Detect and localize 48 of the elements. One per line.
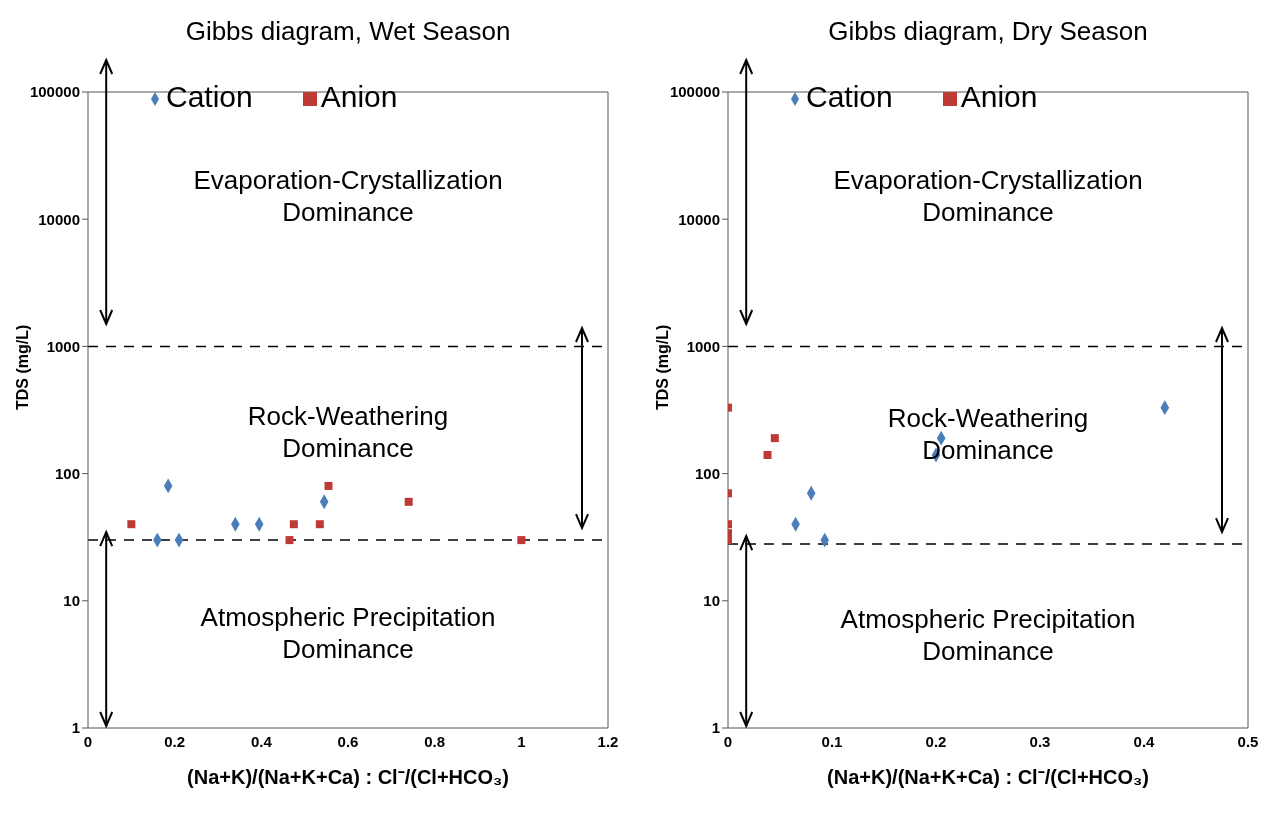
point <box>404 497 413 506</box>
y-tick-label: 100 <box>694 464 720 482</box>
legend-label: Cation <box>806 80 893 113</box>
point <box>517 536 526 545</box>
x-axis-title: (Na+K)/(Na+K+Ca) : Cl⁻/(Cl+HCO₃) <box>187 766 509 788</box>
legend-label: Anion <box>320 80 398 113</box>
x-tick-label: 1.2 <box>597 732 619 750</box>
x-tick-label: 0.4 <box>1133 732 1156 750</box>
y-tick-label: 10000 <box>38 210 80 228</box>
legend-label: Cation <box>166 80 253 113</box>
point <box>127 520 136 529</box>
x-tick-label: 0.2 <box>925 732 947 750</box>
y-tick-label: 100 <box>54 464 80 482</box>
point <box>315 520 324 529</box>
x-tick-label: 0.8 <box>424 732 446 750</box>
x-tick-label: 0.5 <box>1237 732 1259 750</box>
x-tick-label: 0.3 <box>1029 732 1051 750</box>
annotation: Atmospheric Precipitation Dominance <box>199 601 497 666</box>
chart-title: Gibbs diagram, Wet Season <box>184 16 512 47</box>
x-tick-label: 0 <box>83 732 93 750</box>
annotation: Atmospheric Precipitation Dominance <box>839 603 1137 668</box>
y-axis-title: TDS (mg/L) <box>13 324 31 410</box>
x-tick-label: 0.1 <box>821 732 843 750</box>
y-tick-label: 100000 <box>669 83 720 101</box>
annotation: Rock-Weathering Dominance <box>246 400 450 465</box>
y-tick-label: 100000 <box>29 83 80 101</box>
y-tick-label: 1000 <box>686 337 720 355</box>
x-tick-label: 0.2 <box>164 732 186 750</box>
y-tick-label: 1 <box>711 719 720 737</box>
chart-title: Gibbs diagram, Dry Season <box>827 16 1149 47</box>
y-axis-title: TDS (mg/L) <box>653 324 671 410</box>
y-tick-label: 1000 <box>46 337 80 355</box>
point <box>289 520 298 529</box>
y-tick-label: 10 <box>63 592 80 610</box>
y-tick-label: 1 <box>71 719 80 737</box>
x-tick-label: 1 <box>517 732 526 750</box>
annotation: Evaporation-Crystallization Dominance <box>832 164 1144 228</box>
y-tick-label: 10 <box>703 592 720 610</box>
x-axis-title: (Na+K)/(Na+K+Ca) : Cl⁻/(Cl+HCO₃) <box>827 766 1149 788</box>
annotation: Evaporation-Crystallization Dominance <box>192 164 504 228</box>
y-tick-label: 10000 <box>678 210 720 228</box>
legend-label: Anion <box>960 80 1038 113</box>
point <box>285 536 294 545</box>
x-tick-label: 0.6 <box>337 732 359 750</box>
annotation: Rock-Weathering Dominance <box>886 402 1090 467</box>
x-tick-label: 0 <box>723 732 733 750</box>
x-tick-label: 0.4 <box>250 732 273 750</box>
point <box>324 481 333 490</box>
